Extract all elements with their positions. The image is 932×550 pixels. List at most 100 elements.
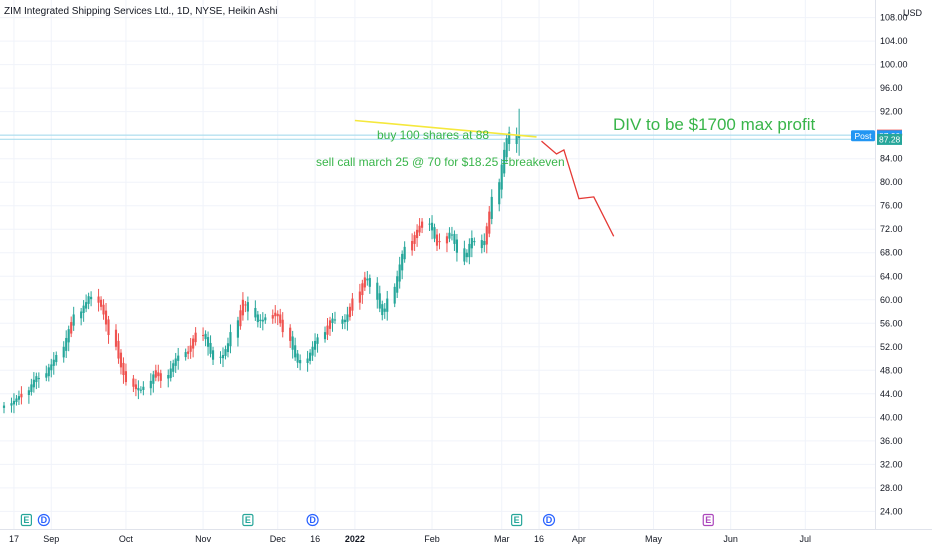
candle-body[interactable] (316, 337, 319, 344)
candle-body[interactable] (62, 346, 65, 358)
candle-body[interactable] (202, 335, 205, 337)
candle-body[interactable] (306, 358, 309, 363)
price-axis[interactable]: 24.00 28.00 32.00 36.00 40.00 44.00 48.00 52.00… (880, 13, 908, 517)
earnings-badge[interactable]: E (702, 513, 714, 527)
candle-body[interactable] (119, 352, 123, 368)
candle-body[interactable] (67, 329, 70, 343)
candle-body[interactable] (241, 299, 244, 316)
candle-body[interactable] (142, 386, 145, 390)
candle-body[interactable] (192, 338, 195, 349)
candle-body[interactable] (309, 352, 312, 361)
candle-body[interactable] (45, 373, 48, 378)
candle-body[interactable] (117, 340, 120, 359)
candle-body[interactable] (244, 304, 247, 306)
candle-body[interactable] (420, 221, 424, 228)
candle-body[interactable] (194, 332, 197, 343)
candle-body[interactable] (259, 319, 262, 321)
candle-body[interactable] (333, 319, 337, 321)
earnings-badge[interactable]: E (511, 513, 523, 527)
candle-body[interactable] (204, 333, 207, 340)
candle-body[interactable] (159, 373, 162, 381)
candle-body[interactable] (20, 393, 23, 398)
candle-body[interactable] (17, 396, 21, 400)
candle-body[interactable] (358, 291, 361, 303)
candle-body[interactable] (378, 293, 381, 309)
candle-body[interactable] (47, 367, 50, 377)
candle-body[interactable] (271, 315, 274, 319)
candle-body[interactable] (152, 374, 155, 384)
candle-body[interactable] (294, 345, 297, 358)
candle-body[interactable] (80, 311, 83, 319)
candle-body[interactable] (480, 240, 483, 249)
candle-body[interactable] (450, 234, 454, 236)
candle-body[interactable] (396, 276, 399, 293)
candle-body[interactable] (393, 286, 396, 304)
candle-body[interactable] (87, 296, 90, 304)
time-axis[interactable]: 17 Sep Oct Nov Dec 16 2022 Feb Mar 16 Apr May Jun Jul (9, 534, 811, 544)
candle-body[interactable] (90, 296, 93, 300)
candle-body[interactable] (2, 405, 6, 408)
candle-body[interactable] (455, 239, 459, 253)
candle-body[interactable] (490, 196, 493, 219)
candle-body[interactable] (473, 240, 476, 243)
candle-body[interactable] (331, 318, 334, 323)
candle-body[interactable] (276, 313, 279, 317)
candle-body[interactable] (65, 337, 68, 351)
candle-body[interactable] (453, 233, 456, 244)
candle-body[interactable] (114, 329, 118, 347)
candle-body[interactable] (430, 222, 434, 231)
currency-label[interactable]: USD (903, 8, 923, 18)
candle-body[interactable] (132, 378, 135, 387)
candle-body[interactable] (291, 336, 294, 350)
candle-body[interactable] (261, 319, 264, 322)
candle-body[interactable] (351, 298, 354, 311)
candle-body[interactable] (211, 350, 215, 360)
candle-body[interactable] (328, 320, 332, 329)
candle-body[interactable] (368, 278, 371, 287)
candle-body[interactable] (72, 314, 75, 326)
candle-body[interactable] (55, 355, 58, 363)
candle-body[interactable] (343, 319, 347, 323)
candle-body[interactable] (503, 149, 506, 174)
candle-body[interactable] (281, 319, 284, 333)
candle-body[interactable] (418, 225, 421, 233)
dividend-badge[interactable]: D (306, 513, 319, 527)
candle-body[interactable] (32, 379, 35, 388)
candle-body[interactable] (122, 362, 125, 376)
candle-body[interactable] (157, 372, 160, 377)
annotation-buy[interactable]: buy 100 shares at 88 (377, 128, 489, 142)
candle-body[interactable] (403, 246, 406, 260)
candle-body[interactable] (104, 310, 108, 325)
candle-body[interactable] (35, 376, 38, 383)
candle-body[interactable] (485, 226, 488, 245)
candle-body[interactable] (341, 319, 344, 324)
candle-body[interactable] (435, 234, 439, 246)
candle-body[interactable] (500, 164, 503, 190)
candle-body[interactable] (97, 296, 100, 303)
candle-body[interactable] (296, 353, 299, 363)
candle-body[interactable] (289, 327, 292, 341)
candle-body[interactable] (381, 304, 384, 316)
candle-body[interactable] (226, 343, 230, 353)
candle-body[interactable] (311, 346, 314, 356)
candle-body[interactable] (169, 368, 172, 378)
candle-body[interactable] (483, 240, 486, 246)
candle-body[interactable] (470, 238, 473, 249)
buy-trend-line[interactable] (354, 119, 537, 138)
candle-body[interactable] (383, 308, 386, 312)
candle-body[interactable] (361, 283, 364, 296)
candle-body[interactable] (438, 240, 441, 243)
candle-body[interactable] (279, 314, 282, 324)
candles[interactable] (2, 108, 521, 414)
candle-body[interactable] (326, 325, 329, 335)
candle-body[interactable] (411, 240, 414, 251)
candle-body[interactable] (428, 223, 431, 225)
earnings-badge[interactable]: E (20, 513, 32, 527)
candle-body[interactable] (70, 322, 73, 334)
candle-body[interactable] (52, 359, 55, 366)
earnings-badge[interactable]: E (242, 513, 254, 527)
candle-body[interactable] (219, 356, 222, 358)
candle-body[interactable] (174, 358, 177, 366)
